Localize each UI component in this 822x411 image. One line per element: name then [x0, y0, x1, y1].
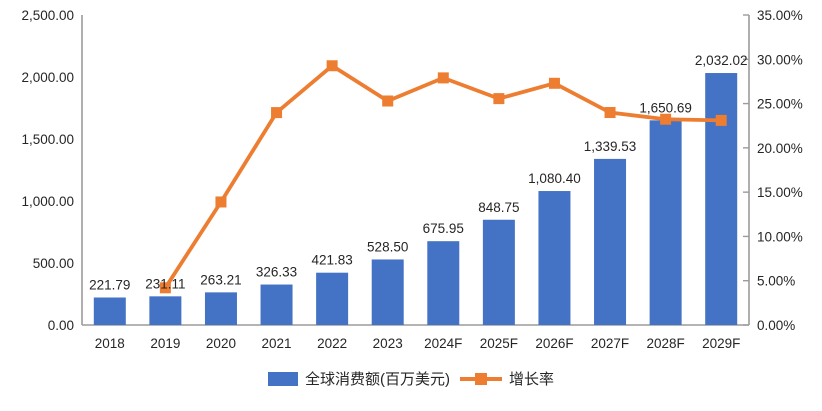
- x-axis-label-2022: 2022: [317, 336, 347, 351]
- bar-2025F: [482, 219, 515, 325]
- legend-item-consumption: 全球消费额(百万美元): [267, 368, 450, 389]
- line-marker-9: [660, 113, 672, 125]
- line-marker-0: [159, 282, 171, 294]
- legend-label-consumption: 全球消费额(百万美元): [304, 371, 450, 388]
- line-marker-2: [271, 107, 283, 119]
- line-marker-8: [604, 107, 616, 119]
- data-label-2028F: 1,650.69: [639, 100, 692, 115]
- data-label-2024F: 675.95: [423, 221, 464, 236]
- bar-series-swatch-icon: [267, 371, 298, 386]
- bar-2020: [204, 292, 237, 325]
- data-label-2019: 231.11: [145, 276, 185, 291]
- left-axis-tick-label: 1,500.00: [21, 132, 74, 147]
- right-axis-tick-label: 25.00%: [757, 97, 803, 112]
- bar-2018: [93, 297, 126, 325]
- right-axis-tick-label: 35.00%: [757, 8, 803, 23]
- bar-2029F: [705, 73, 738, 326]
- left-axis-tick-label: 0.00: [48, 318, 74, 333]
- x-axis-label-2025F: 2025F: [480, 336, 518, 351]
- x-axis-label-2027F: 2027F: [591, 336, 629, 351]
- bar-2022: [316, 272, 349, 325]
- data-label-2021: 326.33: [256, 265, 297, 280]
- left-axis-tick-label: 500.00: [33, 256, 74, 271]
- data-label-2018: 221.79: [89, 277, 130, 292]
- bar-2026F: [538, 191, 571, 325]
- bar-2028F: [649, 120, 682, 325]
- right-axis-tick-label: 0.00%: [757, 318, 795, 333]
- legend-label-growth-rate: 增长率: [508, 371, 554, 388]
- right-axis-tick-label: 15.00%: [757, 185, 803, 200]
- x-axis-label-2021: 2021: [262, 336, 292, 351]
- x-axis-label-2018: 2018: [95, 336, 125, 351]
- data-label-2029F: 2,032.02: [695, 53, 748, 68]
- data-label-2025F: 848.75: [478, 200, 519, 215]
- line-marker-3: [326, 60, 338, 72]
- line-marker-6: [493, 93, 505, 105]
- left-axis-tick-label: 1,000.00: [21, 194, 74, 209]
- line-marker-5: [437, 72, 449, 84]
- data-label-2022: 421.83: [311, 253, 352, 268]
- legend-item-growth-rate: 增长率: [459, 368, 554, 389]
- line-series-swatch-icon: [459, 372, 502, 385]
- bar-2027F: [594, 158, 627, 325]
- x-axis-label-2026F: 2026F: [535, 336, 573, 351]
- chart-legend: 全球消费额(百万美元) 增长率: [0, 368, 822, 389]
- data-label-2026F: 1,080.40: [528, 171, 581, 186]
- x-axis-label-2029F: 2029F: [702, 336, 740, 351]
- x-axis-label-2024F: 2024F: [424, 336, 462, 351]
- data-label-2020: 263.21: [200, 272, 241, 287]
- x-axis-label-2020: 2020: [206, 336, 236, 351]
- left-axis-tick-label: 2,000.00: [21, 70, 74, 85]
- bar-2024F: [427, 241, 460, 325]
- x-axis-label-2019: 2019: [150, 336, 180, 351]
- line-marker-4: [382, 95, 394, 107]
- line-marker-10: [715, 114, 727, 126]
- x-axis-label-2023: 2023: [373, 336, 403, 351]
- right-axis-tick-label: 5.00%: [757, 274, 795, 289]
- line-marker-1: [215, 196, 227, 208]
- data-label-2027F: 1,339.53: [584, 139, 637, 154]
- right-axis-tick-label: 20.00%: [757, 141, 803, 156]
- data-label-2023: 528.50: [367, 239, 408, 254]
- bar-2019: [149, 296, 182, 325]
- right-axis-tick-label: 30.00%: [757, 52, 803, 67]
- line-marker-7: [548, 77, 560, 89]
- bar-2021: [260, 284, 293, 325]
- left-axis-tick-label: 2,500.00: [21, 8, 74, 23]
- right-axis-tick-label: 10.00%: [757, 229, 803, 244]
- bar-2023: [371, 259, 404, 325]
- combo-chart: 0.00 500.00 1,000.00 1,500.00 2,000.00 2,500.…: [21, 8, 803, 351]
- x-axis-label-2028F: 2028F: [646, 336, 684, 351]
